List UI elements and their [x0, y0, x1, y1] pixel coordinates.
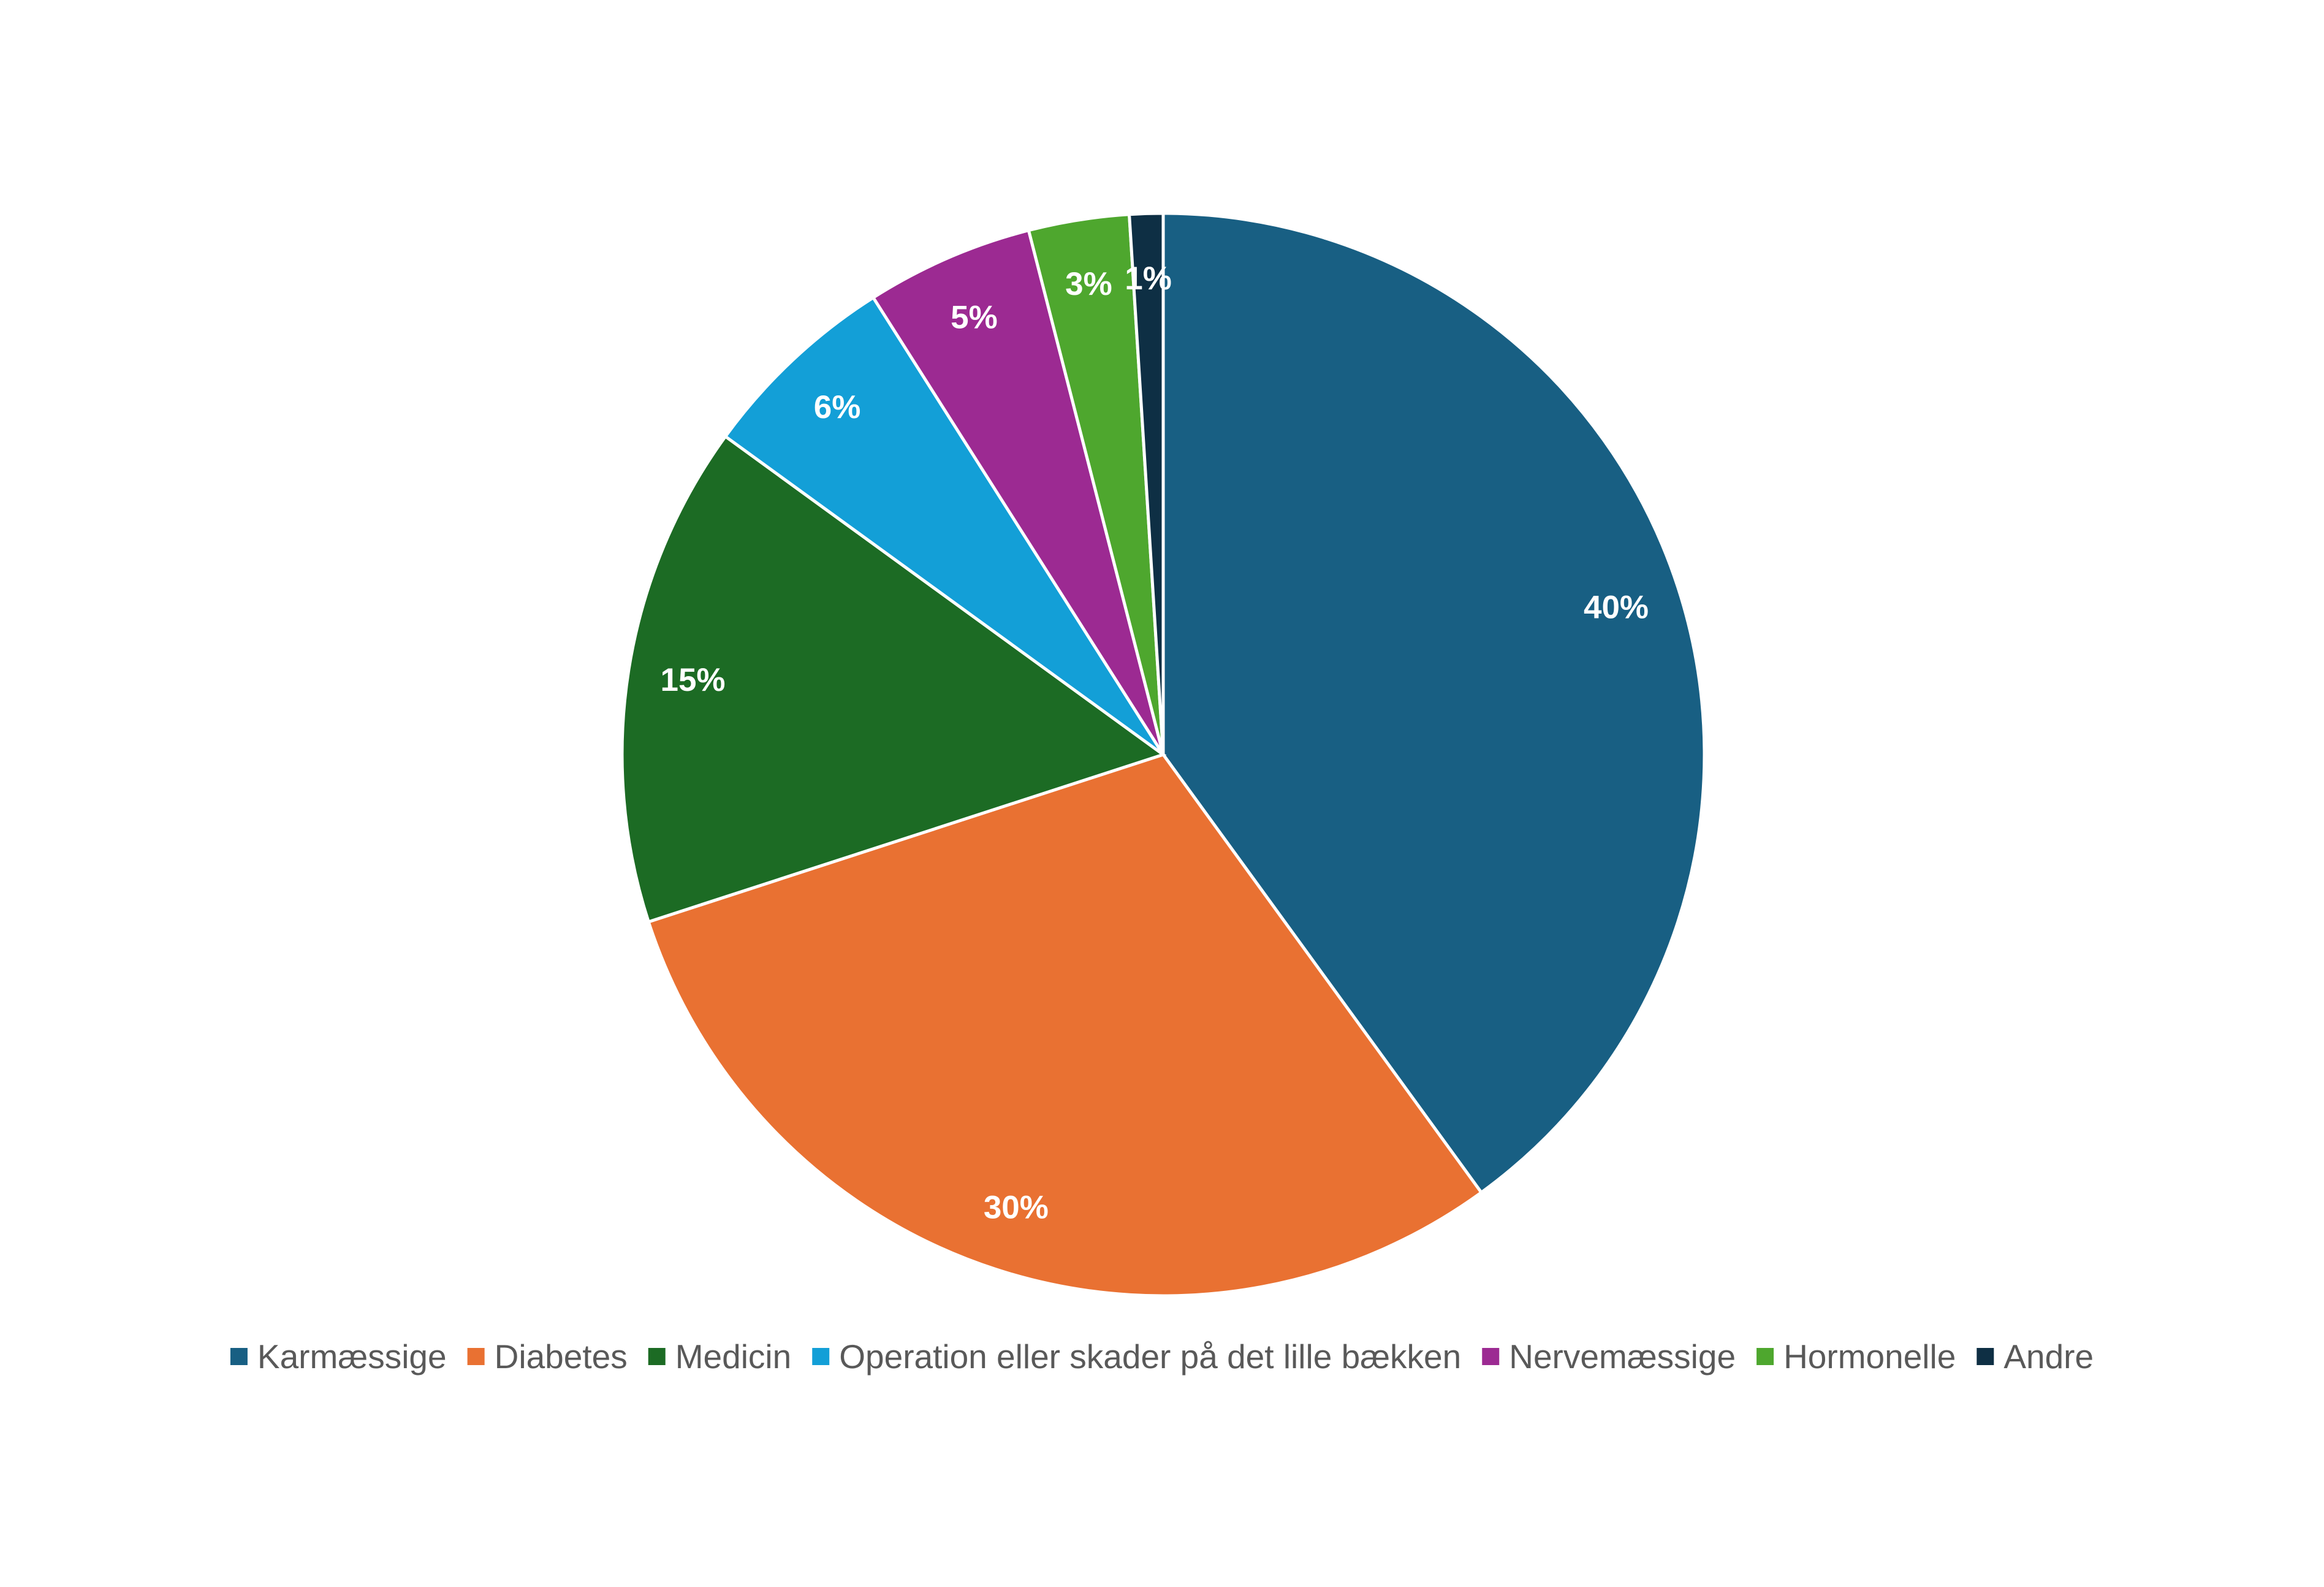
legend-label: Diabetes: [495, 1338, 628, 1376]
pie-slice: [723, 295, 1165, 756]
legend-swatch: [812, 1348, 830, 1365]
pie-slice: [620, 434, 1167, 924]
legend-swatch: [1482, 1348, 1500, 1365]
legend-swatch: [1756, 1348, 1774, 1365]
pie-slice: [1161, 211, 1706, 1195]
data-label: 30%: [984, 1190, 1049, 1226]
legend-label: Karmæssige: [257, 1338, 447, 1376]
legend-label: Hormonelle: [1783, 1338, 1956, 1376]
pie-slice: [647, 753, 1484, 1298]
legend-swatch: [648, 1348, 666, 1365]
legend-label: Andre: [2003, 1338, 2094, 1376]
legend-label: Nervemæssige: [1509, 1338, 1736, 1376]
data-label: 5%: [951, 299, 998, 335]
data-label: 6%: [814, 389, 861, 425]
legend-swatch: [230, 1348, 248, 1365]
pie-slice: [1127, 211, 1165, 755]
data-label: 3%: [1065, 266, 1112, 302]
data-label: 15%: [660, 662, 725, 698]
legend-label: Medicin: [675, 1338, 792, 1376]
legend-swatch: [1977, 1348, 1994, 1365]
data-label: 1%: [1125, 261, 1172, 297]
legend-label: Operation eller skader på det lille bækk…: [839, 1338, 1461, 1376]
pie-slice: [871, 228, 1165, 756]
legend-swatch: [467, 1348, 485, 1365]
data-label: 40%: [1584, 589, 1649, 625]
